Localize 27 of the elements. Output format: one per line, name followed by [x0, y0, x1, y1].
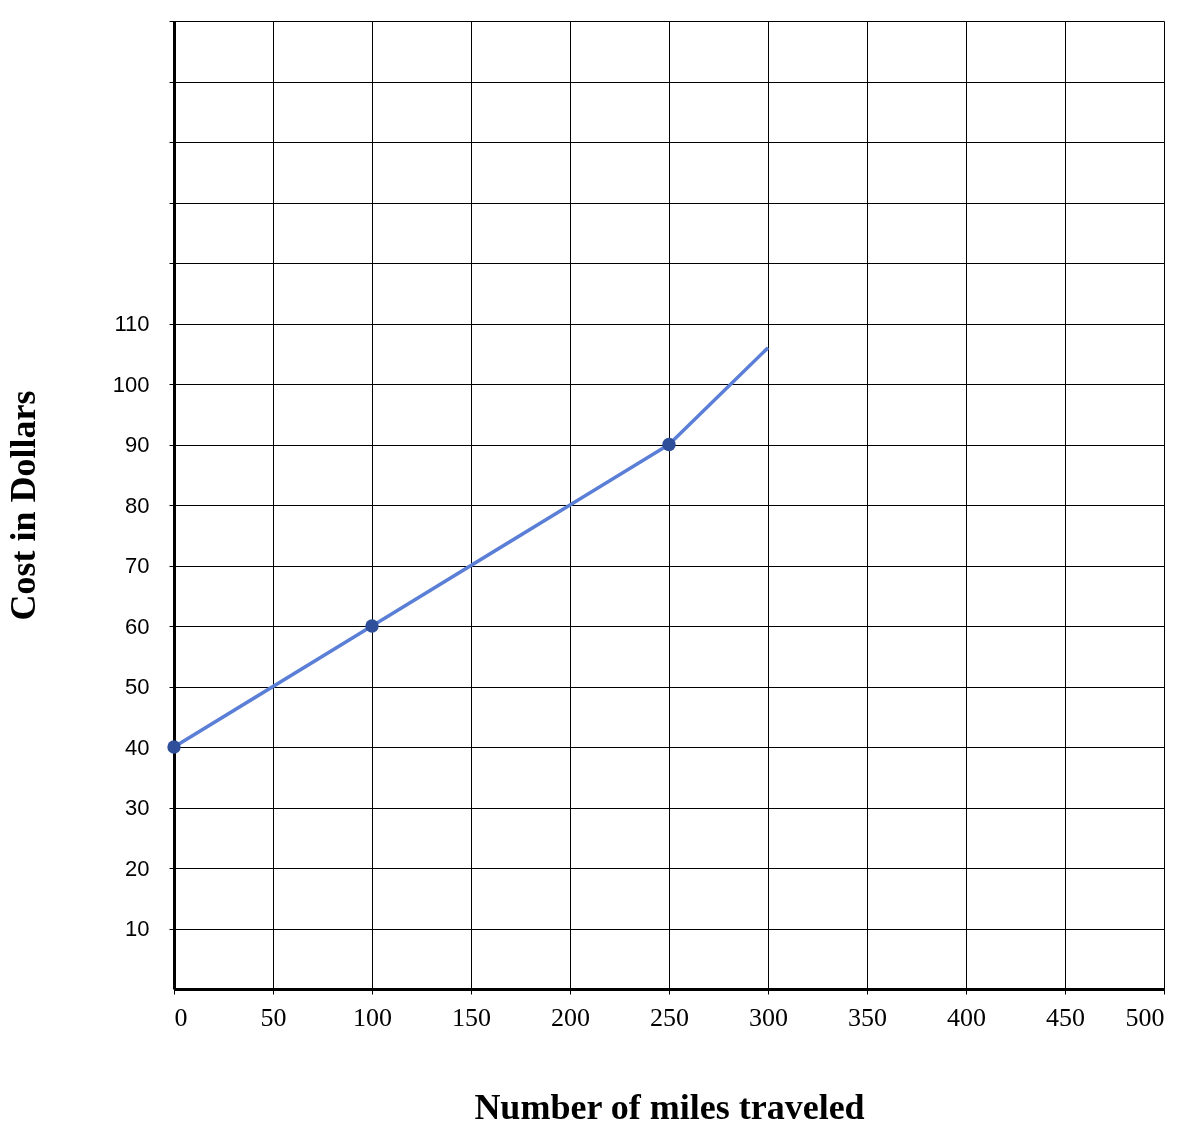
x-tick-label: 500: [1125, 1002, 1165, 1032]
x-tick-label: 350: [848, 1002, 887, 1032]
point: [167, 740, 181, 754]
x-tick-label: 150: [452, 1002, 491, 1032]
point: [365, 619, 379, 633]
y-tick-label: 100: [112, 371, 150, 397]
x-tick-label: 200: [551, 1002, 590, 1032]
x-tick-label: 400: [947, 1002, 986, 1032]
x-tick-label: 450: [1046, 1002, 1085, 1032]
x-tick-label: 250: [650, 1002, 689, 1032]
x-tick-label: 0: [174, 1002, 188, 1032]
y-tick-label: 70: [125, 553, 150, 578]
y-tick-label: 110: [114, 311, 150, 336]
y-tick-label: 60: [125, 613, 150, 639]
x-axis-title: Number of miles traveled: [474, 1086, 865, 1127]
x-tick-label: 50: [260, 1002, 287, 1032]
y-tick-label: 20: [125, 855, 150, 881]
y-tick-label: 50: [125, 674, 150, 699]
y-tick-label: 80: [125, 492, 150, 518]
y-tick-label: 30: [125, 795, 150, 820]
x-tick-label: 100: [353, 1002, 392, 1032]
y-tick-label: 10: [125, 916, 150, 941]
y-tick-label: 40: [125, 734, 150, 760]
y-axis-title: Cost in Dollars: [2, 390, 43, 621]
point: [662, 437, 676, 452]
x-tick-label: 300: [749, 1002, 788, 1032]
y-tick-label: 90: [125, 432, 150, 457]
